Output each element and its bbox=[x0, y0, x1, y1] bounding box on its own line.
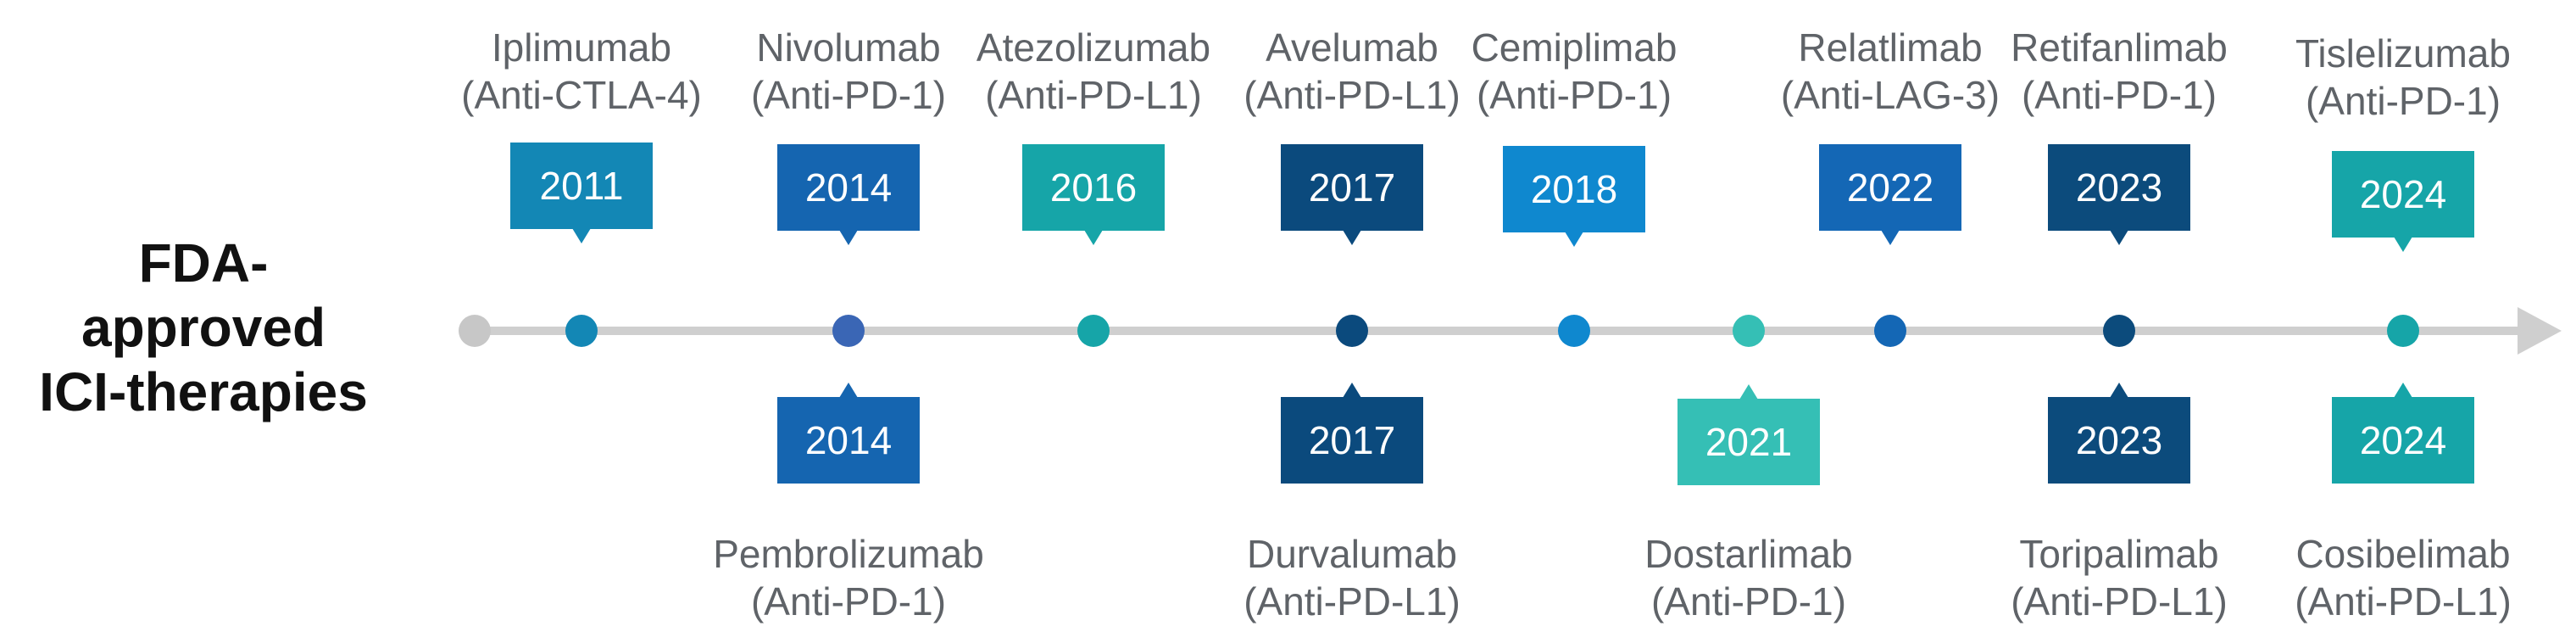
drug-name: Toripalimab bbox=[2019, 532, 2219, 576]
title-line-1: FDA-approved bbox=[81, 232, 326, 358]
drug-name: Tislelizumab bbox=[2295, 31, 2511, 75]
year-badge: 2023 bbox=[2048, 144, 2190, 245]
timeline-axis bbox=[475, 327, 2526, 335]
timeline-event-dot bbox=[1733, 315, 1765, 347]
drug-label: Cemiplimab (Anti-PD-1) bbox=[1430, 24, 1718, 119]
drug-name: Cosibelimab bbox=[2295, 532, 2511, 576]
year-badge: 2021 bbox=[1677, 384, 1820, 485]
drug-name: Durvalumab bbox=[1247, 532, 1457, 576]
timeline-event-dot bbox=[832, 315, 865, 347]
timeline-start-dot bbox=[459, 315, 491, 347]
year-badge: 2014 bbox=[777, 144, 920, 245]
year-badge: 2022 bbox=[1819, 144, 1961, 245]
drug-name: Relatlimab bbox=[1798, 25, 1983, 70]
drug-name: Iplimumab bbox=[491, 25, 672, 70]
year-badge: 2014 bbox=[777, 383, 920, 484]
drug-target: (Anti-CTLA-4) bbox=[461, 73, 702, 117]
drug-label: Pembrolizumab (Anti-PD-1) bbox=[704, 530, 993, 625]
drug-label: Dostarlimab (Anti-PD-1) bbox=[1605, 530, 1893, 625]
drug-label: Durvalumab (Anti-PD-L1) bbox=[1208, 530, 1496, 625]
timeline-arrowhead bbox=[2518, 307, 2562, 355]
year-badge: 2018 bbox=[1503, 146, 1645, 247]
drug-name: Avelumab bbox=[1266, 25, 1438, 70]
drug-name: Pembrolizumab bbox=[713, 532, 984, 576]
drug-label: Relatlimab (Anti-LAG-3) bbox=[1746, 24, 2034, 119]
drug-label: Tislelizumab (Anti-PD-1) bbox=[2259, 30, 2547, 125]
drug-label: Nivolumab (Anti-PD-1) bbox=[704, 24, 993, 119]
drug-target: (Anti-LAG-3) bbox=[1780, 73, 2000, 117]
year-badge: 2023 bbox=[2048, 383, 2190, 484]
year-badge: 2016 bbox=[1022, 144, 1165, 245]
timeline-event-dot bbox=[1874, 315, 1906, 347]
drug-target: (Anti-PD-1) bbox=[2021, 73, 2217, 117]
drug-name: Atezolizumab bbox=[976, 25, 1211, 70]
year-badge: 2017 bbox=[1281, 383, 1423, 484]
drug-target: (Anti-PD-L1) bbox=[2295, 579, 2512, 623]
year-badge: 2017 bbox=[1281, 144, 1423, 245]
drug-target: (Anti-PD-1) bbox=[750, 579, 947, 623]
drug-target: (Anti-PD-1) bbox=[2305, 79, 2501, 123]
drug-target: (Anti-PD-L1) bbox=[985, 73, 1202, 117]
year-badge: 2024 bbox=[2332, 151, 2474, 252]
drug-name: Dostarlimab bbox=[1644, 532, 1853, 576]
drug-target: (Anti-PD-L1) bbox=[1243, 73, 1460, 117]
title-line-2: ICI-therapies bbox=[39, 361, 368, 422]
drug-name: Cemiplimab bbox=[1471, 25, 1677, 70]
drug-name: Retifanlimab bbox=[2011, 25, 2228, 70]
diagram-title: FDA-approved ICI-therapies bbox=[25, 231, 381, 424]
drug-target: (Anti-PD-1) bbox=[1650, 579, 1847, 623]
timeline-event-dot bbox=[2103, 315, 2135, 347]
timeline-event-dot bbox=[1077, 315, 1110, 347]
drug-label: Retifanlimab (Anti-PD-1) bbox=[1975, 24, 2263, 119]
timeline-event-dot bbox=[1336, 315, 1368, 347]
drug-target: (Anti-PD-1) bbox=[1476, 73, 1672, 117]
drug-target: (Anti-PD-L1) bbox=[1243, 579, 1460, 623]
timeline-event-dot bbox=[565, 315, 598, 347]
timeline-event-dot bbox=[2387, 315, 2419, 347]
drug-label: Atezolizumab (Anti-PD-L1) bbox=[949, 24, 1238, 119]
drug-name: Nivolumab bbox=[756, 25, 941, 70]
drug-target: (Anti-PD-L1) bbox=[2011, 579, 2228, 623]
drug-label: Cosibelimab (Anti-PD-L1) bbox=[2259, 530, 2547, 625]
drug-target: (Anti-PD-1) bbox=[750, 73, 947, 117]
year-badge: 2024 bbox=[2332, 383, 2474, 484]
year-badge: 2011 bbox=[510, 143, 653, 243]
drug-label: Iplimumab (Anti-CTLA-4) bbox=[437, 24, 726, 119]
drug-label: Avelumab (Anti-PD-L1) bbox=[1208, 24, 1496, 119]
drug-label: Toripalimab (Anti-PD-L1) bbox=[1975, 530, 2263, 625]
timeline-event-dot bbox=[1558, 315, 1590, 347]
